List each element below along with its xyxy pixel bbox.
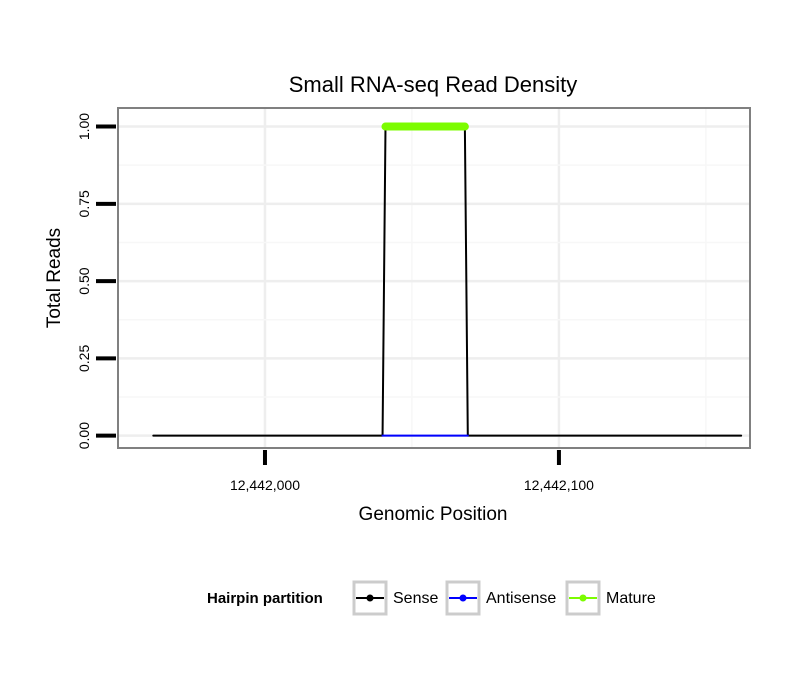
y-tick-label: 0.25 [76,345,92,372]
legend-title: Hairpin partition [207,590,323,607]
x-tick-label: 12,442,100 [524,477,594,493]
x-tick-label: 12,442,000 [230,477,300,493]
x-axis: 12,442,000 12,442,100 [230,450,594,493]
y-axis-title: Total Reads [44,228,65,328]
y-tick-label: 0.50 [76,267,92,294]
legend-key-point [579,594,587,602]
y-tick-label: 0.00 [76,422,92,449]
legend-key-point [366,594,374,602]
grid [118,108,750,448]
y-axis: 0.00 0.25 0.50 0.75 1.00 [76,113,116,449]
legend-key-point [459,594,467,602]
legend-label-sense: Sense [393,590,438,607]
plot-panel-border [117,107,751,449]
y-tick-label: 1.00 [76,113,92,140]
y-tick-label: 0.75 [76,190,92,217]
x-axis-title: Genomic Position [359,504,508,525]
legend: Hairpin partition Sense Antisense Mature [207,580,656,616]
legend-label-mature: Mature [606,590,656,607]
chart-title: Small RNA-seq Read Density [289,72,578,97]
series-layer [152,122,743,437]
legend-label-antisense: Antisense [486,590,556,607]
